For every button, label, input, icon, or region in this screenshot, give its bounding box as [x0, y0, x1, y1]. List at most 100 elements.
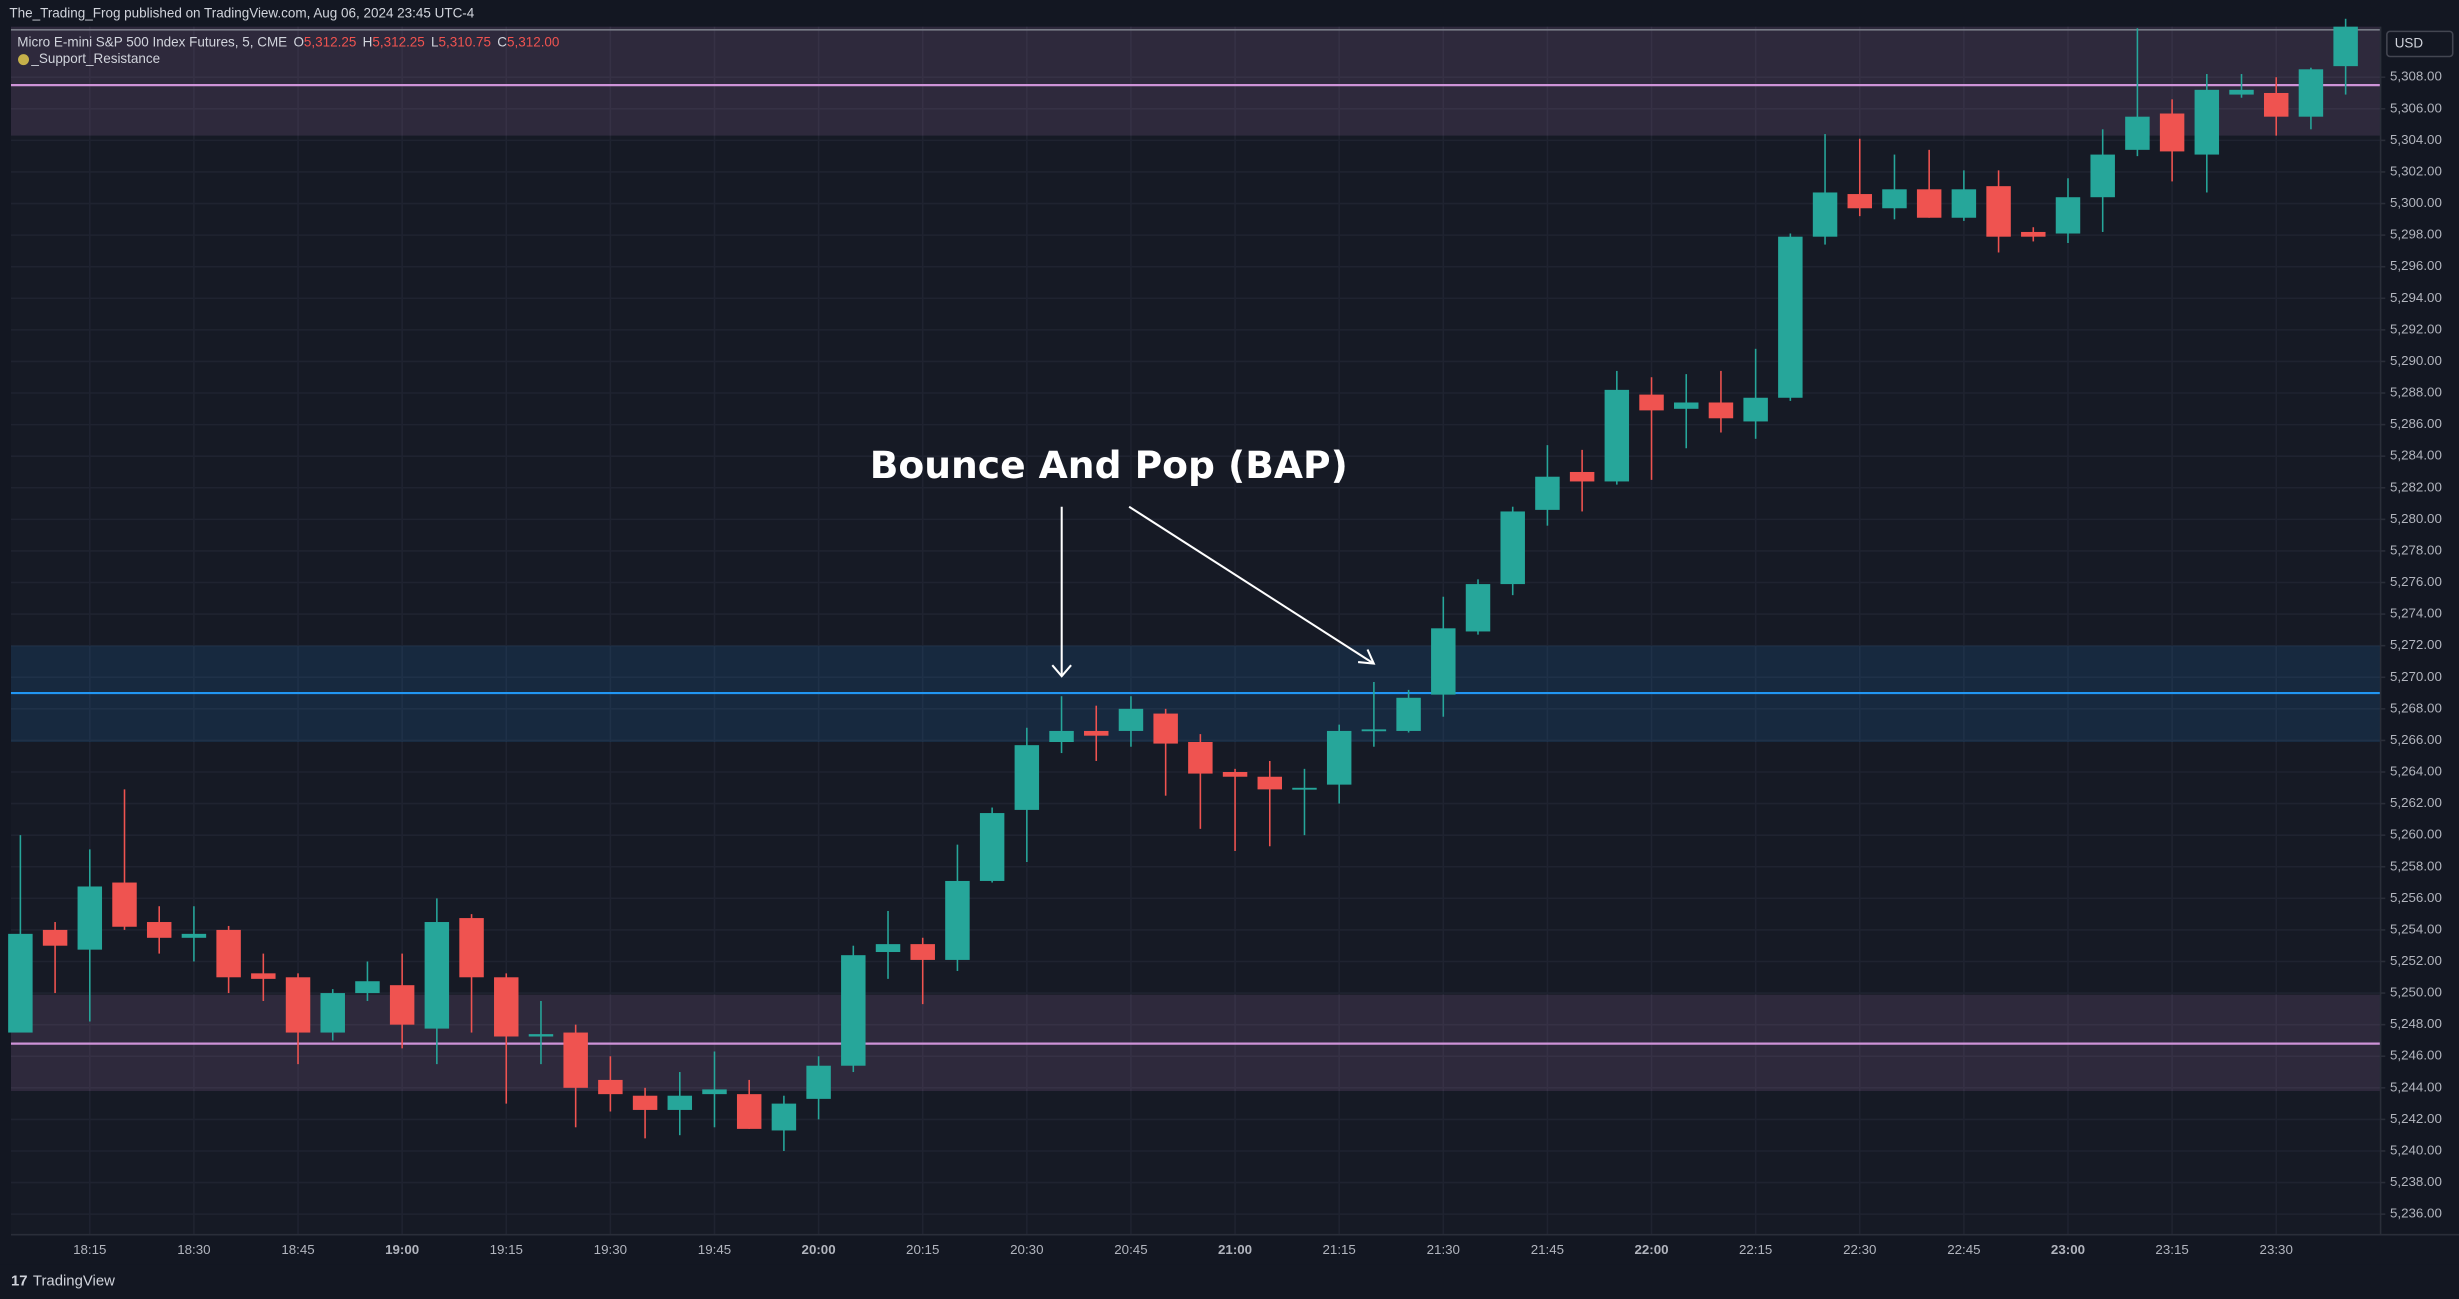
candle-body — [702, 1089, 727, 1095]
candle-body — [320, 993, 345, 1033]
axes: 5,236.00 5,238.00 5,240.00 5,242.00 5,244.00… — [73, 69, 2442, 1257]
ohlc-key: C — [497, 34, 507, 49]
x-tick-label: 21:15 — [1323, 1242, 1356, 1257]
y-tick-label: 5,270.00 — [2390, 669, 2442, 684]
candle-body — [8, 933, 33, 1033]
y-tick-label: 5,246.00 — [2390, 1048, 2442, 1063]
candle-body — [2194, 89, 2220, 155]
candle-body — [1465, 584, 1491, 632]
ohlc-key: H — [363, 34, 373, 49]
symbol-legend: Micro E-mini S&P 500 Index Futures, 5, C… — [17, 34, 559, 49]
ohlc-value: 5,312.25 — [372, 34, 424, 49]
candle-body — [1569, 471, 1595, 482]
x-tick-label: 19:00 — [385, 1242, 419, 1257]
y-tick-label: 5,278.00 — [2390, 542, 2442, 557]
candle-body — [1743, 397, 1768, 422]
y-tick-label: 5,268.00 — [2390, 700, 2442, 715]
candle-body — [841, 955, 866, 1066]
candle-body — [2333, 26, 2358, 67]
candle-body — [1326, 730, 1352, 785]
x-tick-label: 20:45 — [1114, 1242, 1147, 1257]
candle-body — [979, 813, 1005, 881]
candle-body — [1916, 189, 1942, 218]
y-tick-label: 5,300.00 — [2390, 195, 2442, 210]
x-tick-label: 19:15 — [490, 1242, 523, 1257]
publisher: The_Trading_Frog published on TradingVie… — [9, 6, 474, 21]
candle-body — [285, 977, 311, 1033]
candle-body — [1361, 729, 1387, 732]
candle-body — [1257, 776, 1283, 790]
candle-body — [1118, 708, 1144, 731]
candle-body — [2125, 116, 2150, 150]
candle-body — [2090, 154, 2115, 198]
x-tick-label: 18:15 — [73, 1242, 106, 1257]
x-tick-label: 23:00 — [2051, 1242, 2085, 1257]
candle-body — [1986, 186, 2011, 237]
x-tick-label: 21:00 — [1218, 1242, 1252, 1257]
candle-body — [667, 1095, 693, 1110]
y-tick-label: 5,302.00 — [2390, 163, 2442, 178]
y-tick-label: 5,238.00 — [2390, 1174, 2442, 1189]
x-tick-label: 19:45 — [698, 1242, 731, 1257]
candle-body — [494, 977, 519, 1037]
y-tick-label: 5,242.00 — [2390, 1111, 2442, 1126]
candle-body — [1292, 787, 1317, 790]
x-tick-label: 23:15 — [2155, 1242, 2188, 1257]
y-tick-label: 5,262.00 — [2390, 795, 2442, 810]
candle-body — [528, 1034, 554, 1037]
candle-body — [1951, 189, 1977, 218]
candle-body — [424, 922, 450, 1029]
y-tick-label: 5,304.00 — [2390, 132, 2442, 147]
y-tick-label: 5,236.00 — [2390, 1206, 2442, 1221]
candle-body — [1084, 730, 1109, 736]
candle-body — [2021, 231, 2046, 237]
arrow-head — [1051, 664, 1072, 678]
currency-box[interactable] — [2386, 30, 2454, 58]
candle-body — [146, 922, 172, 938]
candle-body — [2229, 89, 2254, 95]
y-tick-label: 5,254.00 — [2390, 921, 2442, 936]
x-tick-label: 22:30 — [1843, 1242, 1876, 1257]
y-tick-label: 5,244.00 — [2390, 1079, 2442, 1094]
y-tick-label: 5,240.00 — [2390, 1142, 2442, 1157]
x-tick-label: 21:30 — [1427, 1242, 1460, 1257]
x-tick-label: 22:15 — [1739, 1242, 1772, 1257]
x-tick-label: 21:45 — [1531, 1242, 1564, 1257]
y-tick-label: 5,306.00 — [2390, 100, 2442, 115]
y-tick-label: 5,264.00 — [2390, 764, 2442, 779]
x-tick-label: 22:45 — [1947, 1242, 1980, 1257]
y-tick-label: 5,256.00 — [2390, 890, 2442, 905]
ohlc-key: O — [293, 34, 303, 49]
y-tick-label: 5,250.00 — [2390, 985, 2442, 1000]
y-tick-label: 5,276.00 — [2390, 574, 2442, 589]
indicator-icon — [18, 54, 30, 66]
currency[interactable]: USD — [2395, 35, 2424, 50]
candle-body — [1222, 772, 1248, 777]
footer-logo: 17 — [11, 1274, 28, 1290]
zone — [10, 26, 2381, 136]
x-tick-label: 20:15 — [906, 1242, 939, 1257]
ohlc-value: 5,312.25 — [304, 34, 356, 49]
candle-body — [1188, 742, 1213, 774]
footer-brand[interactable]: TradingView — [33, 1274, 115, 1290]
candle-body — [1604, 389, 1630, 482]
ohlc-value: 5,310.75 — [439, 34, 491, 49]
x-tick-label: 19:30 — [594, 1242, 627, 1257]
candle-body — [563, 1032, 588, 1088]
candle-body — [1674, 402, 1699, 409]
candle-body — [875, 944, 901, 953]
candle-body — [1708, 402, 1734, 419]
y-tick-label: 5,280.00 — [2390, 511, 2442, 526]
y-tick-label: 5,274.00 — [2390, 606, 2442, 621]
candle-body — [1014, 745, 1040, 810]
ohlc-value: 5,312.00 — [507, 34, 559, 49]
arrow-head — [1357, 649, 1376, 665]
y-tick-label: 5,272.00 — [2390, 637, 2442, 652]
candle-body — [1778, 236, 1803, 398]
candle-body — [459, 918, 484, 978]
footer-bar — [0, 1264, 2459, 1299]
y-tick-label: 5,290.00 — [2390, 353, 2442, 368]
candle-body — [771, 1103, 797, 1131]
